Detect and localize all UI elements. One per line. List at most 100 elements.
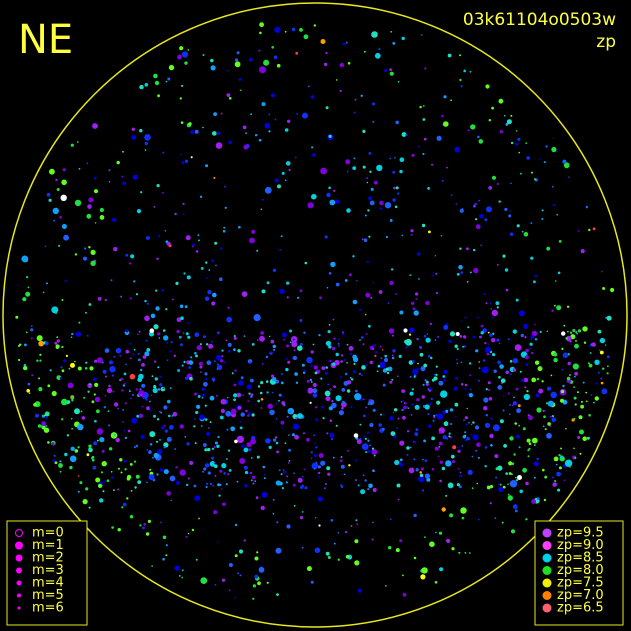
- star: [128, 262, 132, 265]
- star: [509, 480, 518, 488]
- star: [112, 390, 115, 393]
- star: [249, 378, 254, 383]
- star: [238, 380, 244, 386]
- star: [170, 341, 173, 344]
- star: [392, 411, 395, 414]
- star: [165, 308, 168, 311]
- star: [200, 577, 208, 584]
- star: [352, 370, 357, 374]
- star: [111, 476, 114, 479]
- star: [260, 331, 264, 335]
- star: [216, 444, 220, 448]
- star: [118, 467, 120, 470]
- star: [133, 348, 136, 351]
- star: [259, 31, 262, 35]
- star: [435, 272, 438, 275]
- star: [233, 398, 237, 402]
- star: [236, 392, 242, 398]
- star: [372, 281, 375, 284]
- star: [325, 51, 328, 55]
- star: [129, 357, 132, 360]
- star: [59, 460, 62, 463]
- star: [438, 441, 443, 446]
- star: [120, 471, 123, 474]
- star: [84, 367, 88, 370]
- star: [365, 406, 367, 409]
- zp-symbol: [542, 541, 552, 550]
- star: [326, 192, 331, 198]
- star: [130, 490, 133, 492]
- star: [68, 367, 71, 370]
- star: [69, 465, 73, 470]
- star: [577, 230, 580, 232]
- star: [380, 357, 383, 359]
- star: [410, 446, 412, 449]
- star: [165, 544, 168, 547]
- star: [594, 396, 599, 401]
- star: [53, 455, 56, 457]
- star: [286, 475, 289, 478]
- star: [66, 400, 71, 404]
- star: [546, 246, 551, 251]
- star: [236, 480, 239, 483]
- star: [463, 345, 467, 348]
- star: [99, 215, 105, 220]
- star: [470, 433, 473, 436]
- star: [18, 358, 21, 362]
- star: [324, 483, 327, 485]
- star: [552, 137, 555, 139]
- star: [332, 318, 335, 321]
- star: [122, 181, 126, 185]
- star: [601, 270, 603, 273]
- star: [94, 396, 101, 403]
- star: [181, 51, 189, 58]
- star: [518, 151, 520, 154]
- star: [502, 394, 505, 397]
- star: [275, 402, 278, 405]
- star: [492, 332, 495, 335]
- star: [320, 167, 327, 175]
- star: [47, 384, 51, 388]
- star: [242, 125, 247, 130]
- star: [254, 574, 259, 579]
- star: [392, 198, 396, 202]
- star: [139, 524, 142, 527]
- star: [552, 482, 557, 487]
- star: [210, 58, 214, 63]
- star: [410, 414, 413, 416]
- star: [249, 237, 255, 244]
- star: [448, 432, 451, 435]
- zp-label: zp=9.0: [557, 538, 604, 553]
- star: [348, 273, 352, 277]
- star: [401, 389, 406, 393]
- star: [71, 332, 74, 336]
- star: [332, 456, 335, 459]
- star: [415, 292, 419, 296]
- star: [583, 341, 587, 344]
- star: [85, 487, 89, 491]
- star: [131, 417, 138, 424]
- star: [434, 254, 437, 257]
- star: [434, 339, 437, 341]
- star: [382, 383, 386, 387]
- star: [122, 409, 124, 411]
- star: [396, 483, 401, 488]
- zp-label: zp=6.5: [557, 601, 604, 616]
- star: [580, 249, 585, 254]
- star: [221, 463, 227, 469]
- star: [413, 458, 416, 461]
- star: [378, 47, 381, 51]
- star: [342, 42, 346, 46]
- star: [243, 144, 249, 150]
- star: [266, 281, 270, 285]
- star: [442, 375, 446, 378]
- star: [254, 480, 257, 482]
- star: [403, 401, 407, 405]
- star: [501, 521, 504, 524]
- star: [453, 386, 458, 391]
- star: [279, 249, 281, 251]
- star: [122, 150, 124, 153]
- star: [599, 337, 606, 344]
- star: [574, 343, 579, 349]
- star: [187, 335, 191, 339]
